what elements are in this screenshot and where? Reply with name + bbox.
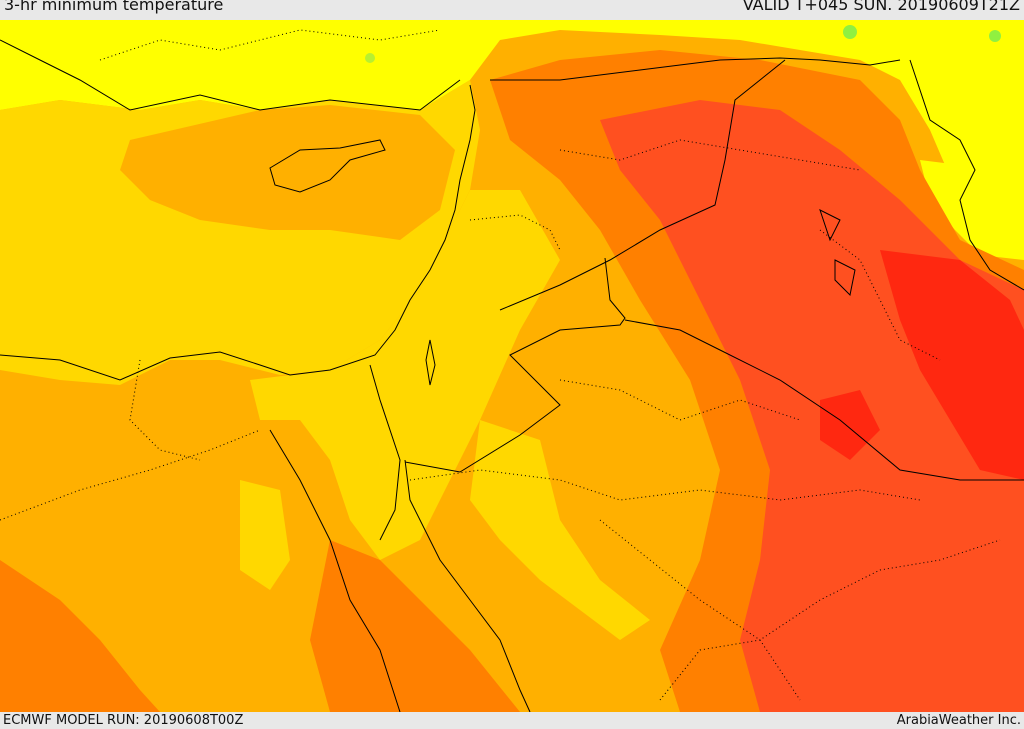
map-canvas [0,20,1024,712]
red-orange-core [600,100,1024,712]
valid-time-label: VALID T+045 SUN. 20190609T21Z [742,0,1020,14]
sea-amber-patch [120,105,455,240]
levant-yellow-corridor [250,190,560,560]
orange-region-west [0,560,160,712]
red-hot-core [880,250,1024,480]
cool-spot [989,30,1001,42]
header-bar: 3-hr minimum temperature VALID T+045 SUN… [0,0,1024,20]
province-borders [0,29,1001,701]
arabia-yellow-tongue [470,420,650,640]
red-hot-patch [820,390,880,460]
cool-spot [843,25,857,39]
credit-label: ArabiaWeather Inc. [896,713,1021,728]
map-title: 3-hr minimum temperature [4,0,224,14]
cool-spot [365,53,375,63]
orange-region-southwest [310,540,520,712]
temperature-map[interactable] [0,20,1024,712]
footer-bar: ECMWF MODEL RUN: 20190608T00Z ArabiaWeat… [0,712,1024,729]
egypt-yellow-patch [240,480,290,590]
northern-cool-band [0,20,1024,250]
coastlines [0,39,1024,712]
northern-cool-patch [920,160,1024,260]
model-run-label: ECMWF MODEL RUN: 20190608T00Z [3,713,244,728]
country-borders [404,59,1024,481]
